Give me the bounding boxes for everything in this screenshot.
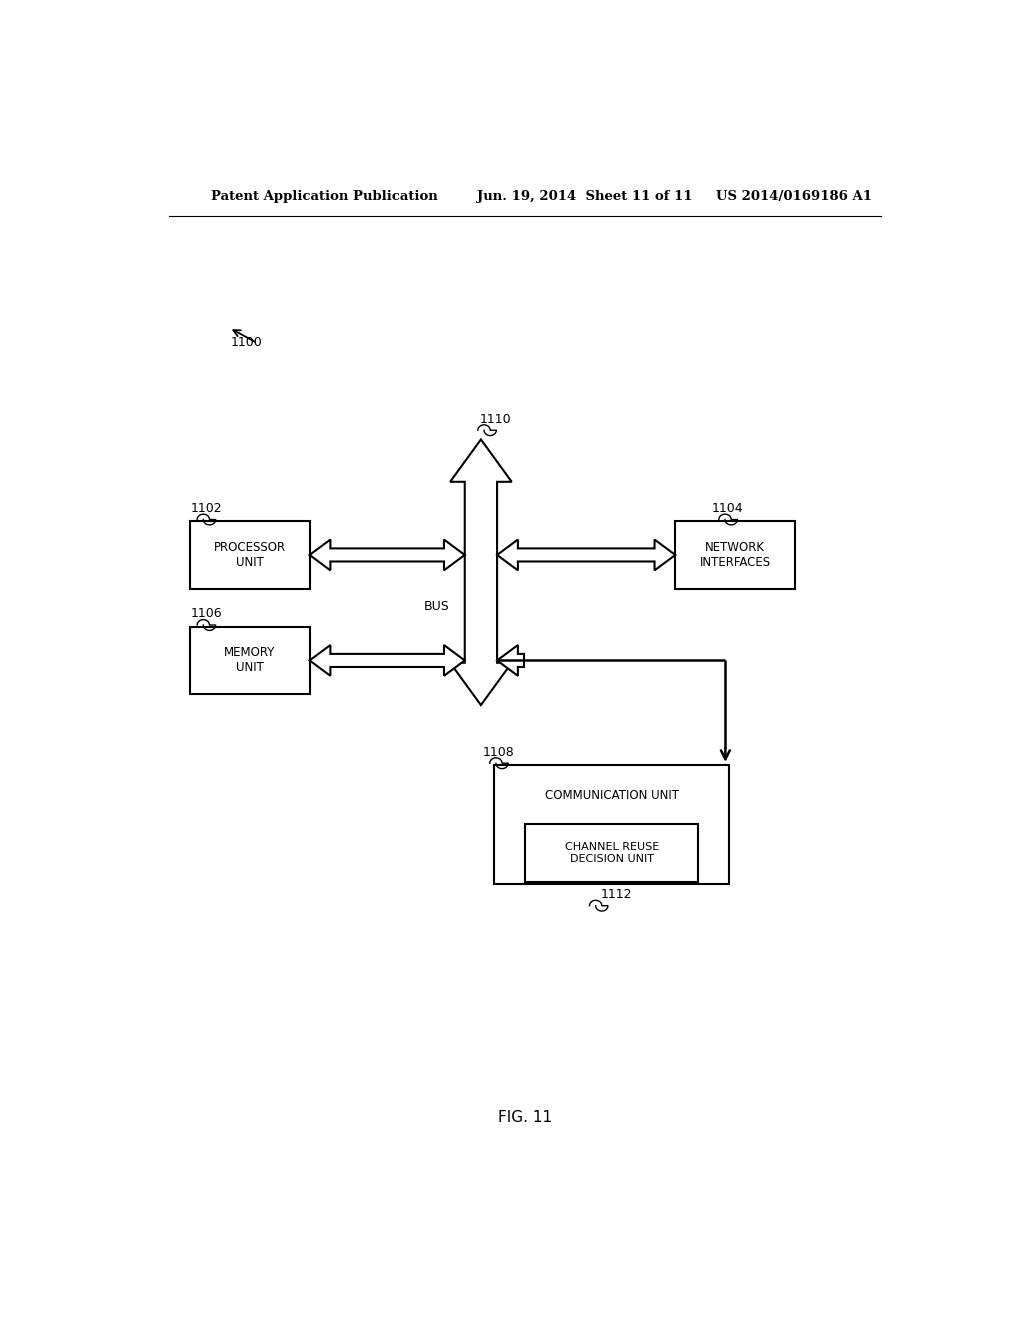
Bar: [495, 764, 729, 884]
Text: 1102: 1102: [190, 502, 222, 515]
Text: 1104: 1104: [712, 502, 743, 515]
Text: 1106: 1106: [190, 607, 222, 620]
Text: CHANNEL REUSE
DECISION UNIT: CHANNEL REUSE DECISION UNIT: [564, 842, 658, 863]
Polygon shape: [497, 645, 524, 676]
Text: BUS: BUS: [423, 601, 450, 612]
Bar: [525, 824, 698, 882]
Text: MEMORY
UNIT: MEMORY UNIT: [224, 647, 275, 675]
Text: 1112: 1112: [600, 888, 632, 902]
Bar: [676, 521, 795, 589]
Text: 1108: 1108: [483, 746, 515, 759]
Text: 1100: 1100: [230, 337, 262, 350]
Text: Patent Application Publication: Patent Application Publication: [211, 190, 438, 203]
Text: US 2014/0169186 A1: US 2014/0169186 A1: [716, 190, 871, 203]
Text: Jun. 19, 2014  Sheet 11 of 11: Jun. 19, 2014 Sheet 11 of 11: [477, 190, 692, 203]
Polygon shape: [451, 440, 512, 705]
Text: PROCESSOR
UNIT: PROCESSOR UNIT: [214, 541, 286, 569]
Polygon shape: [309, 540, 465, 570]
Polygon shape: [497, 540, 676, 570]
Text: NETWORK
INTERFACES: NETWORK INTERFACES: [699, 541, 771, 569]
Bar: [190, 627, 309, 694]
Polygon shape: [309, 645, 465, 676]
Text: 1110: 1110: [479, 413, 511, 425]
Text: FIG. 11: FIG. 11: [498, 1110, 552, 1125]
Bar: [190, 521, 309, 589]
Text: COMMUNICATION UNIT: COMMUNICATION UNIT: [545, 788, 679, 801]
